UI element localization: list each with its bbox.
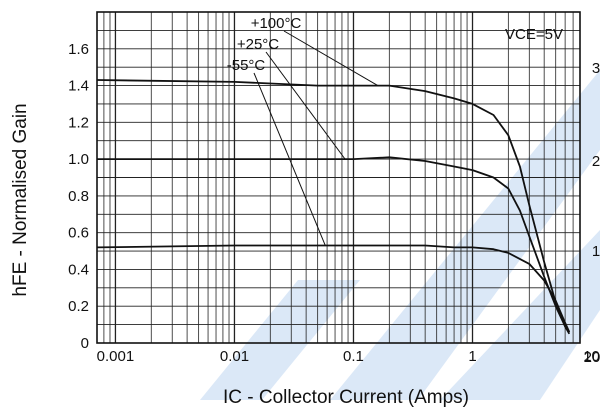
x-tick-label: 0.01 [220, 348, 249, 365]
watermark-stripe [330, 70, 600, 400]
condition-label: VCE=5V [505, 26, 563, 43]
y-tick-label: 1.0 [68, 151, 89, 168]
annotations: +100°C +25°C -55°C [227, 15, 379, 246]
x-axis-title: IC - Collector Current (Amps) [223, 387, 469, 408]
y-tick-label: 0.4 [68, 261, 89, 278]
y-tick-label: 0.2 [68, 298, 89, 315]
x-tick-label: 1 [468, 348, 476, 365]
y-tick-label: 0.6 [68, 225, 89, 242]
watermark-glyph: 2 [592, 153, 600, 170]
x-tick-label: 0.001 [97, 348, 135, 365]
y-tick-label: 1.6 [68, 41, 89, 58]
series-label: -55°C [227, 57, 266, 74]
plot-frame [96, 11, 581, 344]
watermark-glyph: 1 [592, 243, 600, 260]
series-line [96, 244, 571, 333]
watermark-glyph: 3 [592, 60, 600, 77]
leader-line [265, 51, 346, 160]
y-axis-title: hFE - Normalised Gain [10, 103, 31, 296]
series-line [96, 79, 571, 335]
series-layer [96, 79, 571, 335]
watermark [200, 70, 600, 400]
series-label: +100°C [251, 15, 302, 32]
x-tick-label: 10 [583, 348, 600, 365]
y-tick-label: 0 [81, 335, 89, 352]
leader-line [253, 72, 326, 246]
watermark-stripe [440, 230, 600, 400]
series-label: +25°C [237, 36, 279, 53]
watermark-glyph: 20 [584, 349, 601, 366]
grid [97, 12, 580, 343]
watermark-stripe [200, 280, 360, 400]
x-tick-label: 0.1 [343, 348, 364, 365]
y-tick-label: 1.2 [68, 114, 89, 131]
y-tick-label: 0.8 [68, 188, 89, 205]
tick-labels: 0.001 0.01 0.1 1 10 0 0.2 0.4 0.6 0.8 1.0 1.2 1.4 1.6… [68, 41, 600, 366]
y-tick-label: 1.4 [68, 78, 89, 95]
leader-line [283, 30, 379, 86]
